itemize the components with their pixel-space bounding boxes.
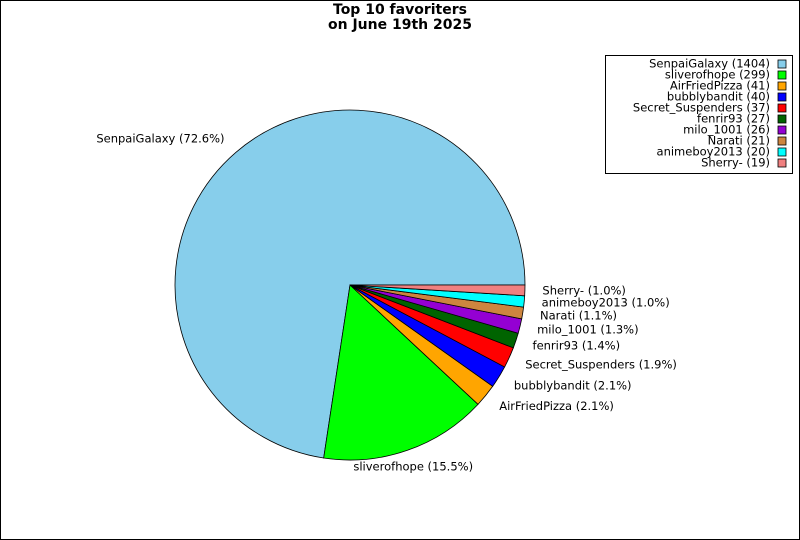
legend-swatch [777, 136, 787, 146]
legend-label: Secret_Suspenders (37) [633, 101, 770, 115]
legend-swatch [777, 103, 787, 113]
legend-label: milo_1001 (26) [683, 123, 770, 137]
legend-swatch [777, 114, 787, 124]
slice-label: Secret_Suspenders (1.9%) [525, 357, 677, 371]
legend-label: fenrir93 (27) [697, 112, 770, 126]
slice-label: fenrir93 (1.4%) [533, 339, 621, 353]
legend-box [605, 55, 793, 174]
pie-slice [349, 284, 526, 297]
legend-label: animeboy2013 (20) [657, 145, 770, 159]
legend-label: bubblybandit (40) [667, 90, 770, 104]
legend-swatch [777, 125, 787, 135]
slice-label: SenpaiGalaxy (72.6%) [96, 131, 224, 145]
slice-label: bubblybandit (2.1%) [514, 378, 632, 392]
chart-title: Top 10 favoriters [333, 2, 467, 18]
slice-label: Narati (1.1%) [540, 308, 617, 322]
slice-label: Sherry- (1.0%) [542, 283, 626, 297]
legend-label: Narati (21) [708, 134, 770, 148]
legend-swatch [777, 59, 787, 69]
legend-swatch [777, 81, 787, 91]
legend-swatch [777, 158, 787, 168]
chart-subtitle: on June 19th 2025 [328, 17, 472, 33]
legend-swatch [777, 92, 787, 102]
slice-label: sliverofhope (15.5%) [353, 459, 473, 473]
slice-label: AirFriedPizza (2.1%) [499, 399, 614, 413]
legend-label: sliverofhope (299) [665, 68, 770, 82]
legend-label: Sherry- (19) [701, 156, 770, 170]
pie-slice [323, 284, 479, 461]
slice-label: milo_1001 (1.3%) [537, 323, 639, 337]
slice-label: animeboy2013 (1.0%) [542, 296, 670, 310]
legend-label: SenpaiGalaxy (1404) [649, 57, 770, 71]
pie-slice [174, 109, 526, 459]
legend-swatch [777, 70, 787, 80]
legend-label: AirFriedPizza (41) [670, 79, 770, 93]
legend-swatch [777, 147, 787, 157]
